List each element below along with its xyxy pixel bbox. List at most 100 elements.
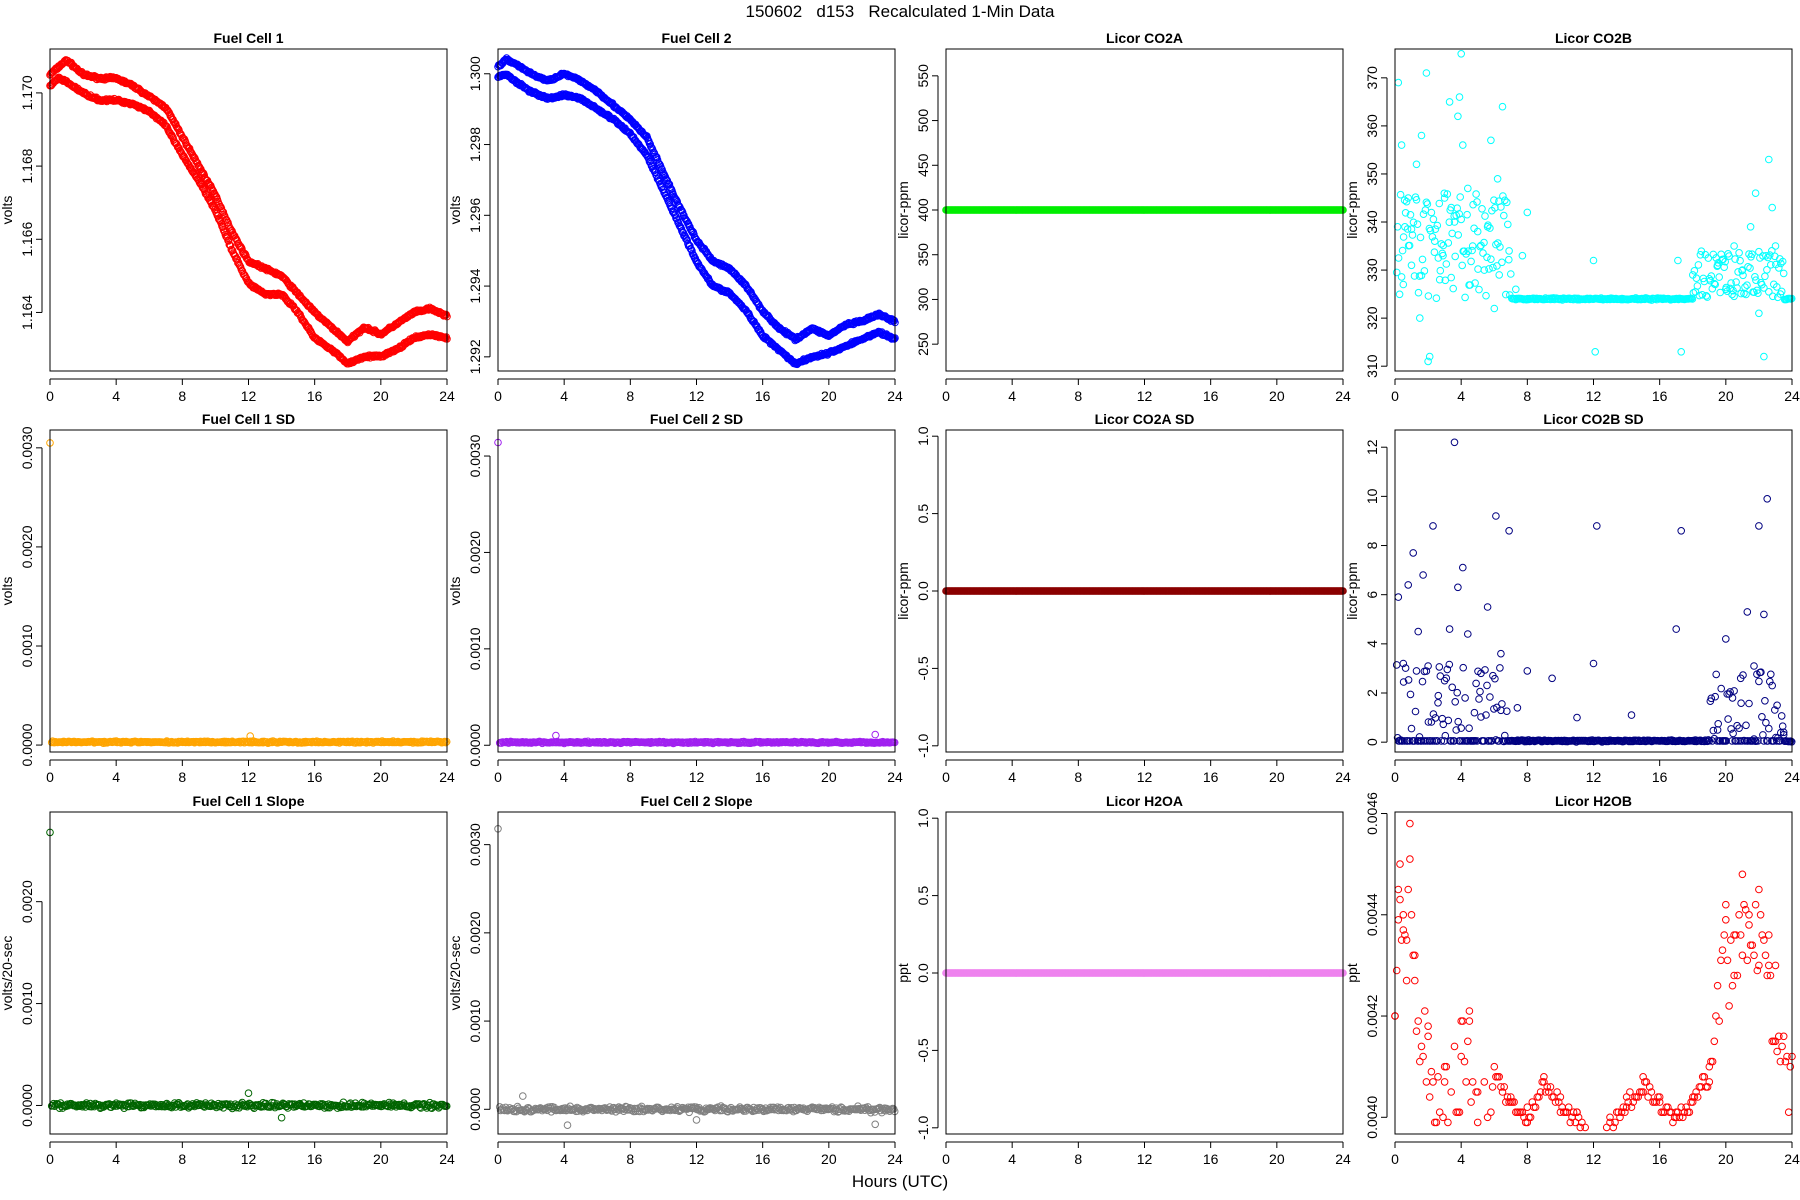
y-tick-label: 0.0030 — [19, 426, 35, 469]
data-point — [1465, 724, 1473, 733]
x-tick-label: 0 — [942, 769, 950, 785]
y-tick-label: 1.168 — [19, 148, 35, 183]
data-point — [224, 237, 233, 245]
data-point — [1424, 292, 1433, 300]
y-tick-label: 1.170 — [19, 75, 35, 110]
data-point — [1486, 693, 1494, 701]
data-point — [185, 144, 194, 153]
y-tick-label: -0.5 — [915, 656, 931, 680]
x-tick-label: 4 — [112, 769, 120, 785]
data-point — [665, 180, 674, 189]
data-point — [1467, 257, 1475, 266]
data-point — [686, 242, 694, 250]
data-point — [1768, 203, 1776, 212]
x-axis: 0 4 8 12 16 20 24 — [942, 759, 1351, 785]
data-point — [1482, 291, 1490, 300]
y-tick-label: 0.0000 — [467, 724, 483, 767]
panel-title: Licor CO2B — [1555, 30, 1632, 46]
data-point — [1442, 260, 1451, 268]
data-point — [1478, 205, 1486, 213]
y-tick-label: 0.0020 — [467, 531, 483, 574]
data-points — [46, 439, 451, 748]
data-point — [1498, 700, 1506, 708]
x-tick-label: 24 — [1335, 769, 1351, 785]
data-point — [220, 227, 228, 235]
data-point — [1457, 50, 1465, 58]
y-tick-label: 500 — [915, 109, 931, 133]
data-point — [1399, 280, 1408, 289]
data-point — [214, 212, 222, 220]
x-tick-label: 8 — [1074, 388, 1082, 404]
x-tick-label: 12 — [1137, 769, 1153, 785]
y-tick-label: 0.5 — [915, 504, 931, 524]
panel-title: Fuel Cell 2 SD — [650, 411, 743, 427]
x-axis: 0 4 8 12 16 20 24 — [46, 759, 455, 785]
data-point — [1715, 273, 1723, 281]
y-tick-label: 1.300 — [467, 56, 483, 91]
data-point — [1432, 294, 1441, 303]
x-tick-label: 4 — [1008, 769, 1016, 785]
data-point — [1677, 348, 1685, 356]
data-point — [1431, 714, 1440, 722]
data-point — [226, 241, 235, 250]
data-point — [1454, 231, 1462, 239]
x-tick-label: 16 — [307, 388, 323, 404]
data-point — [1437, 240, 1446, 248]
data-point — [1461, 293, 1469, 302]
data-point — [1507, 270, 1515, 278]
y-tick-label: 350 — [1364, 162, 1380, 186]
data-point — [1490, 304, 1499, 313]
x-tick-label: 24 — [1335, 388, 1351, 404]
data-point — [1430, 248, 1439, 256]
x-tick-label: 24 — [439, 388, 455, 404]
data-point — [1398, 246, 1407, 255]
data-point — [1746, 223, 1755, 231]
y-tick-label: 1.296 — [467, 198, 483, 233]
data-point — [1751, 189, 1760, 197]
x-tick-label: 8 — [1074, 769, 1082, 785]
data-point — [1735, 249, 1743, 257]
y-tick-label: 550 — [915, 64, 931, 88]
data-point — [1505, 255, 1513, 264]
data-point — [1417, 131, 1426, 140]
x-tick-label: 0 — [46, 388, 54, 404]
x-tick-label: 24 — [887, 769, 903, 785]
data-point — [1474, 265, 1482, 273]
data-point — [1413, 220, 1422, 228]
y-axis-label: licor-ppm — [1344, 562, 1360, 620]
data-point — [1435, 663, 1444, 671]
data-point — [1434, 691, 1443, 700]
y-axis-label: licor-ppm — [895, 181, 911, 239]
data-point — [1472, 679, 1480, 688]
x-tick-label: 0 — [46, 769, 54, 785]
x-tick-label: 0 — [494, 769, 502, 785]
data-point — [1394, 254, 1403, 262]
data-point — [1455, 93, 1464, 101]
data-points — [1392, 438, 1796, 746]
data-point — [218, 222, 226, 231]
x-tick-label: 4 — [1457, 388, 1465, 404]
data-point — [1447, 273, 1455, 282]
data-point — [1429, 215, 1438, 224]
data-point — [1489, 263, 1497, 272]
x-tick-label: 24 — [887, 388, 903, 404]
y-tick-label: 0.0010 — [19, 624, 35, 667]
data-point — [1498, 258, 1506, 267]
data-point — [1454, 112, 1462, 121]
x-tick-label: 20 — [1269, 388, 1285, 404]
data-point — [644, 136, 653, 144]
data-point — [1445, 98, 1454, 106]
data-point — [1407, 261, 1416, 270]
y-tick-label: 0.0010 — [467, 627, 483, 670]
data-point — [1459, 663, 1467, 672]
data-point — [1694, 261, 1703, 269]
y-tick-label: 1.0 — [915, 426, 931, 446]
x-tick-label: 16 — [307, 769, 323, 785]
data-point — [1483, 253, 1491, 262]
data-point — [1395, 290, 1404, 299]
